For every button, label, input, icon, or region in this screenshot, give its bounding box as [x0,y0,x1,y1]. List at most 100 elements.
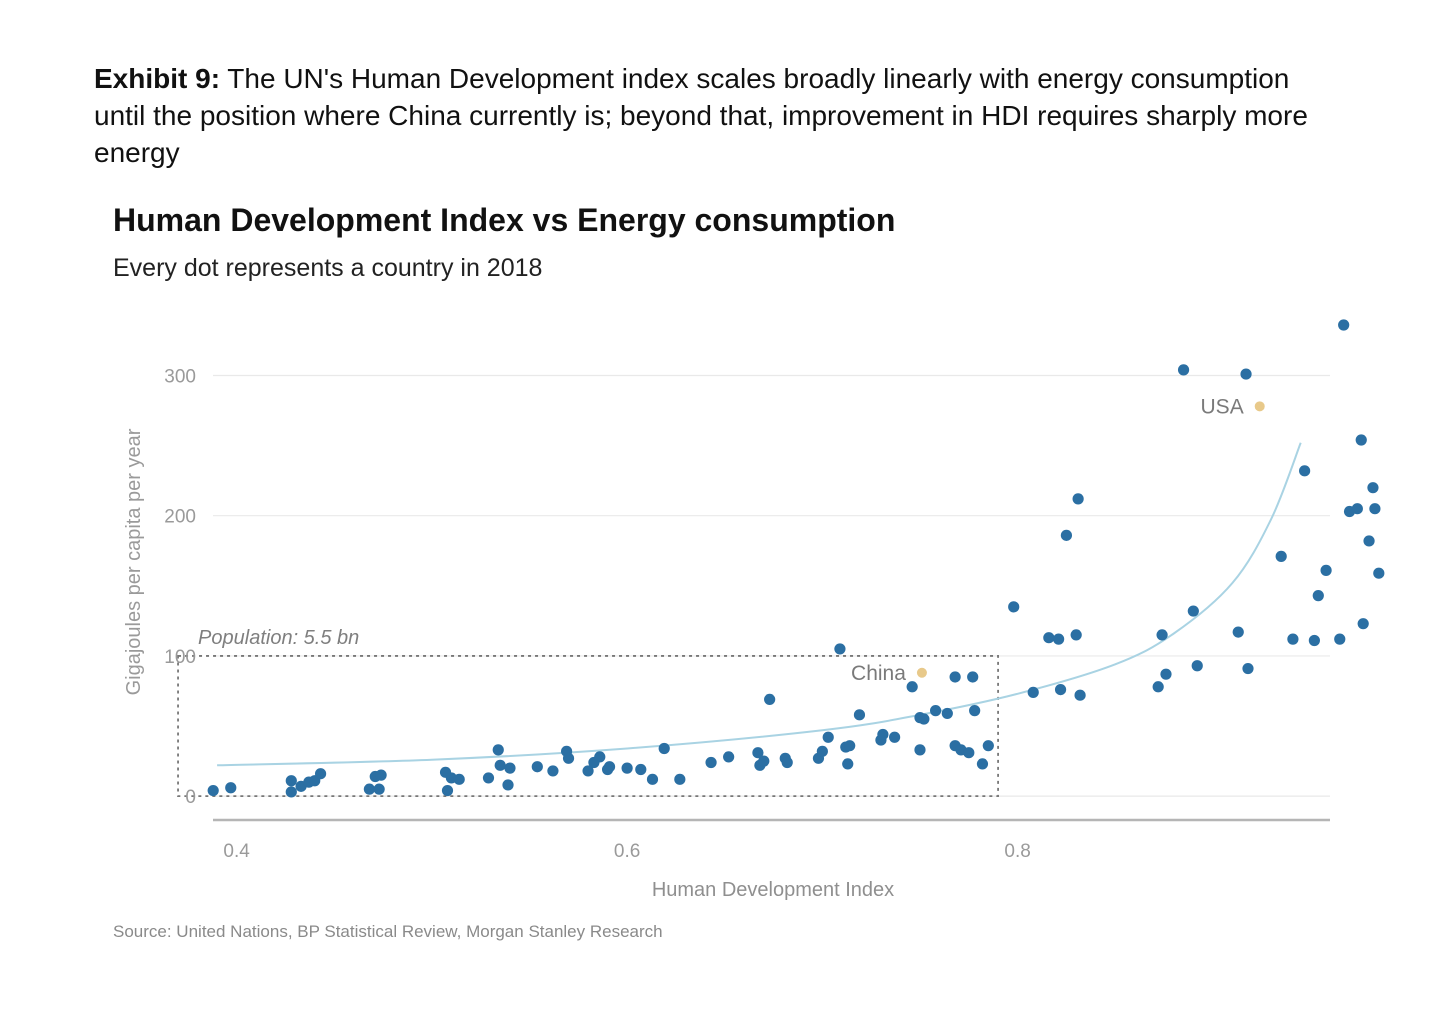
country-point [492,744,504,756]
country-point [1152,681,1164,693]
y-axis-title: Gigajoules per capita per year [123,428,145,695]
country-point [1060,529,1073,541]
country-point [1299,465,1311,477]
country-point [963,747,975,759]
country-point [1156,629,1168,641]
country-point [1308,634,1320,647]
country-point [1043,632,1055,644]
china-point [916,667,927,678]
country-point [1312,590,1324,602]
country-point [674,773,686,785]
exhibit-label: Exhibit 9: [94,63,221,94]
country-point [1053,633,1065,645]
country-point [285,786,297,798]
china-label: China [851,662,906,685]
y-tick-label: 100 [164,647,196,668]
population-annotation-label: Population: 5.5 bn [198,627,359,649]
country-point [1320,564,1332,576]
chart-subtitle: Every dot represents a country in 2018 [113,254,543,282]
country-point [1160,668,1172,680]
country-point [941,707,953,720]
country-point [375,769,387,781]
country-point [1351,503,1363,515]
country-point [1008,601,1020,613]
country-point [225,782,237,794]
country-point [314,768,327,780]
country-point [889,731,901,743]
country-point [1177,364,1190,376]
population-annotation-box [177,655,999,798]
country-point [1240,368,1252,380]
trend-line [217,442,1302,767]
country-point [1072,493,1084,505]
source-note: Source: United Nations, BP Statistical R… [113,922,663,941]
country-point [1338,319,1350,331]
country-point [453,773,465,785]
country-point [834,643,846,655]
country-point [1070,629,1082,641]
country-point [1242,662,1254,675]
country-point [982,740,994,752]
usa-label: USA [1201,395,1244,418]
country-point [1074,689,1086,701]
country-point [363,783,375,795]
y-tick-label: 200 [164,507,196,528]
country-point [594,751,606,763]
grid-lines [213,374,1330,797]
country-point [976,758,989,770]
country-point [723,751,735,763]
country-point [494,759,506,771]
country-point [758,755,770,767]
country-point [658,742,670,755]
country-point [562,752,575,764]
country-point [781,756,793,769]
country-point [842,758,854,770]
country-point [969,705,981,717]
axes: 0 100 200 300 0.4 0.6 0.8 Human Development Ind… [123,366,1330,901]
annotation-box-group: Population: 5.5 bn [177,627,999,798]
country-point [646,773,659,785]
country-point [635,763,647,776]
country-point [285,775,297,787]
country-point [853,709,866,721]
country-point [949,671,961,683]
country-point [603,761,616,773]
x-tick-label: 0.8 [1004,841,1030,862]
country-point [1357,618,1369,630]
x-axis-title: Human Development Index [652,879,894,901]
country-point [1373,567,1385,579]
country-point [207,784,219,797]
highlight-points: USA China [851,395,1265,685]
country-point [1369,503,1381,515]
country-point [705,756,717,769]
country-point [1191,660,1203,672]
chart-title: Human Development Index vs Energy consum… [113,202,896,238]
country-point [373,783,385,795]
country-point [1334,633,1346,645]
country-point [1027,686,1039,698]
x-tick-label: 0.4 [223,841,250,862]
country-point [914,744,926,756]
country-point [531,761,543,773]
country-point [877,728,889,741]
country-point [764,693,776,706]
country-point [906,681,918,693]
country-point [1054,683,1067,696]
country-point [482,772,495,784]
country-point [1275,550,1287,562]
country-point [816,745,828,757]
country-point [502,779,514,791]
exhibit-text: The UN's Human Development index scales … [94,63,1308,168]
country-point [918,713,930,725]
country-point [582,765,594,777]
country-point [621,762,633,774]
country-point [504,762,516,774]
country-point [1232,626,1244,638]
usa-point [1254,401,1265,412]
trend-line-group [217,442,1302,767]
y-tick-label: 0 [185,787,196,808]
data-points [207,319,1385,798]
country-point [1367,482,1379,494]
country-point [967,671,979,683]
